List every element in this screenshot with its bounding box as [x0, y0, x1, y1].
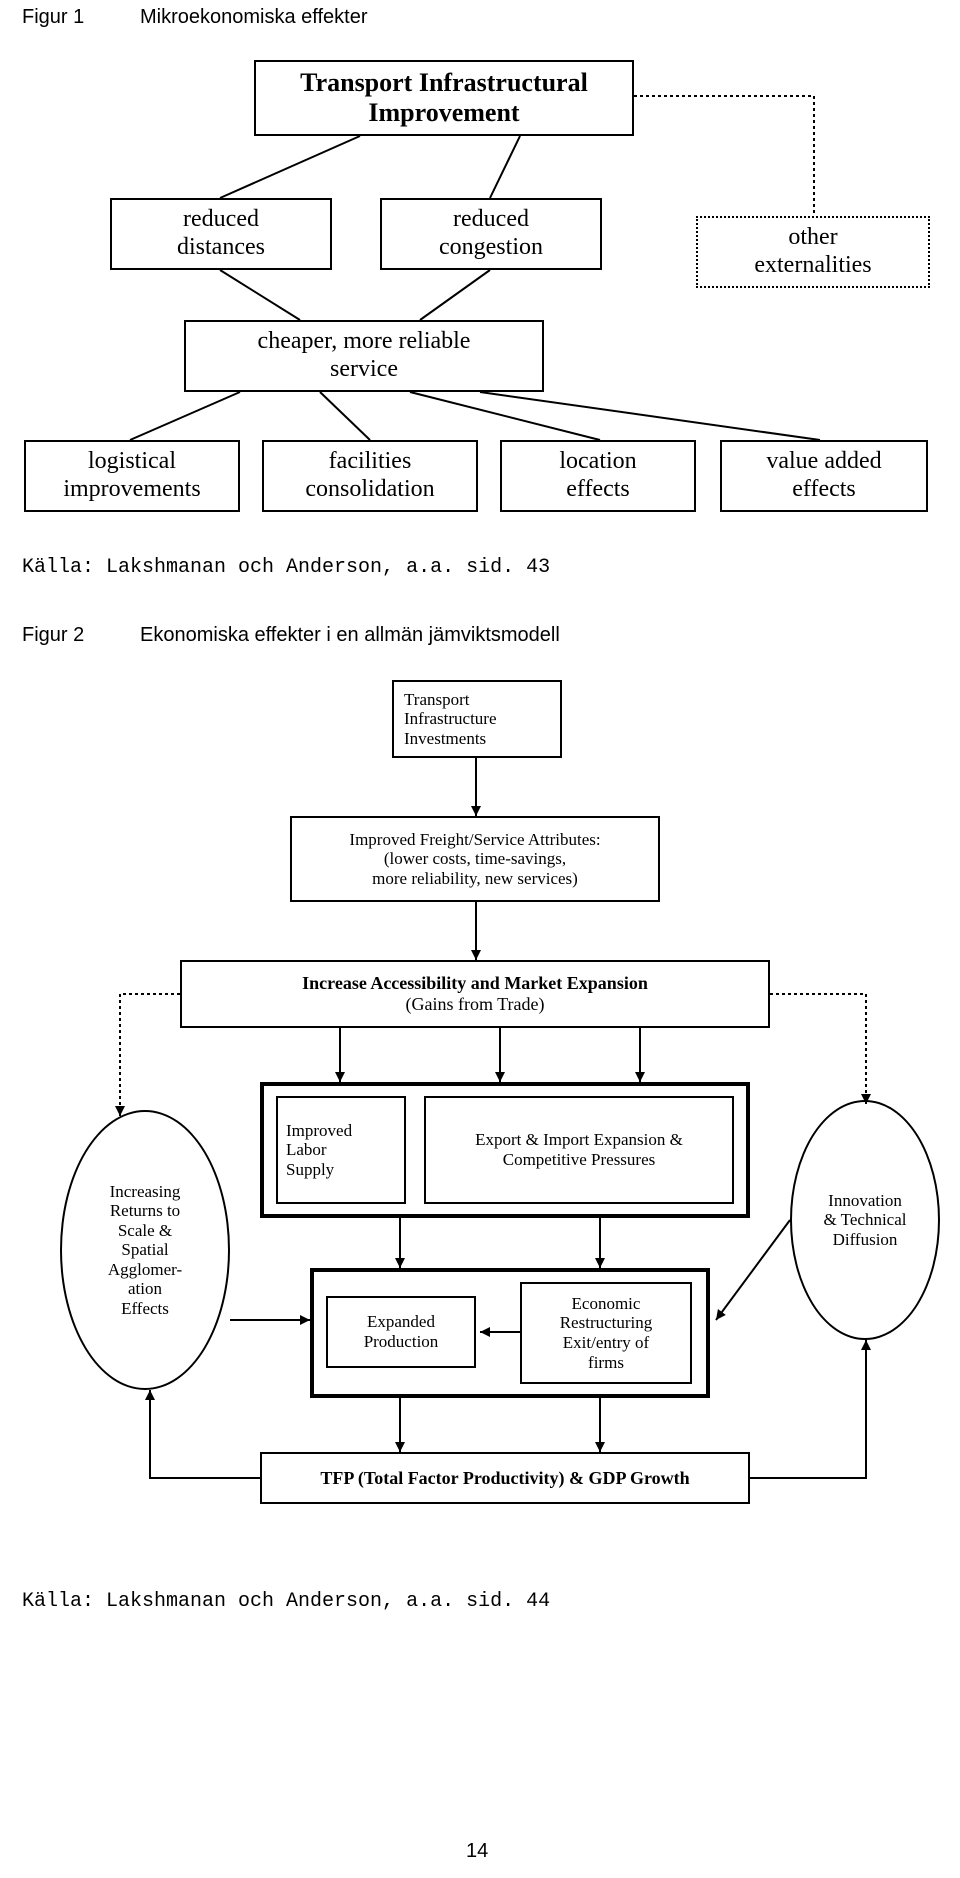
fig1-node-location-text: location effects	[559, 448, 636, 503]
fig1-node-reduced-congestion-text: reduced congestion	[439, 206, 543, 261]
fig1-node-service-text: cheaper, more reliable service	[258, 328, 471, 383]
fig2-node-restructuring: Economic Restructuring Exit/entry of fir…	[520, 1282, 692, 1384]
fig2-node-attributes: Improved Freight/Service Attributes: (lo…	[290, 816, 660, 902]
fig2-label: Figur 2	[22, 624, 84, 647]
fig1-node-location: location effects	[500, 440, 696, 512]
fig2-node-investments-text: Transport Infrastructure Investments	[404, 690, 497, 749]
fig1-node-logistical: logistical improvements	[24, 440, 240, 512]
fig2-node-innovation-text: Innovation & Technical Diffusion	[824, 1191, 907, 1250]
fig1-node-reduced-distances: reduced distances	[110, 198, 332, 270]
fig2-node-accessibility-text: Increase Accessibility and Market Expans…	[302, 973, 648, 1014]
page-number: 14	[466, 1840, 488, 1863]
fig1-label: Figur 1	[22, 6, 84, 29]
fig1-node-service: cheaper, more reliable service	[184, 320, 544, 392]
fig2-title: Ekonomiska effekter i en allmän jämvikts…	[140, 624, 560, 647]
fig2-source: Källa: Lakshmanan och Anderson, a.a. sid…	[22, 1590, 550, 1613]
fig1-node-value-added: value added effects	[720, 440, 928, 512]
fig2-node-expanded: Expanded Production	[326, 1296, 476, 1368]
fig1-node-logistical-text: logistical improvements	[63, 448, 200, 503]
fig1-node-facilities: facilities consolidation	[262, 440, 478, 512]
fig1-node-other-externalities-text: other externalities	[754, 224, 871, 279]
fig2-node-restructuring-text: Economic Restructuring Exit/entry of fir…	[560, 1294, 653, 1372]
fig1-node-other-externalities: other externalities	[696, 216, 930, 288]
fig1-node-reduced-congestion: reduced congestion	[380, 198, 602, 270]
fig2-node-expanded-text: Expanded Production	[364, 1312, 439, 1351]
fig2-node-attributes-text: Improved Freight/Service Attributes: (lo…	[349, 830, 600, 889]
fig1-node-facilities-text: facilities consolidation	[305, 448, 434, 503]
fig1-title: Mikroekonomiska effekter	[140, 6, 368, 29]
fig1-node-value-added-text: value added effects	[766, 448, 881, 503]
fig2-node-agglomeration: Increasing Returns to Scale & Spatial Ag…	[60, 1110, 230, 1390]
fig2-node-labor: Improved Labor Supply	[276, 1096, 406, 1204]
fig2-node-labor-text: Improved Labor Supply	[286, 1121, 352, 1180]
fig1-node-reduced-distances-text: reduced distances	[177, 206, 265, 261]
fig2-node-export: Export & Import Expansion & Competitive …	[424, 1096, 734, 1204]
fig2-node-tfp: TFP (Total Factor Productivity) & GDP Gr…	[260, 1452, 750, 1504]
fig2-node-tfp-text: TFP (Total Factor Productivity) & GDP Gr…	[320, 1468, 689, 1489]
fig1-source: Källa: Lakshmanan och Anderson, a.a. sid…	[22, 556, 550, 579]
fig2-node-export-text: Export & Import Expansion & Competitive …	[475, 1130, 683, 1169]
fig2-node-accessibility: Increase Accessibility and Market Expans…	[180, 960, 770, 1028]
fig1-node-transport-improvement-text: Transport Infrastructural Improvement	[300, 68, 588, 128]
fig2-node-innovation: Innovation & Technical Diffusion	[790, 1100, 940, 1340]
fig2-node-investments: Transport Infrastructure Investments	[392, 680, 562, 758]
fig1-node-transport-improvement: Transport Infrastructural Improvement	[254, 60, 634, 136]
fig2-node-agglomeration-text: Increasing Returns to Scale & Spatial Ag…	[108, 1182, 182, 1319]
